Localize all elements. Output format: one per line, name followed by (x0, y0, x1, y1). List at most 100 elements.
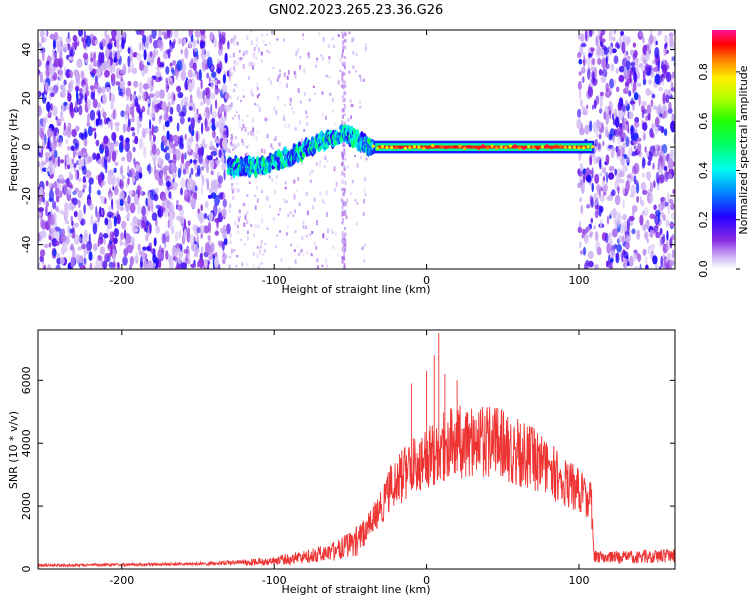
noise-blob (594, 204, 600, 210)
noise-blob (605, 113, 609, 126)
faint-noise (245, 262, 248, 268)
streak-noise (341, 171, 344, 176)
noise-blob (97, 211, 100, 223)
faint-noise (278, 141, 281, 146)
noise-blob (73, 162, 77, 169)
noise-blob (61, 184, 68, 195)
noise-blob (95, 205, 98, 218)
streak-noise (343, 254, 345, 258)
noise-blob (641, 110, 645, 119)
noise-blob (60, 234, 67, 242)
noise-blob (170, 99, 175, 105)
faint-noise (312, 85, 315, 88)
streak-noise (341, 53, 344, 58)
noise-blob (145, 127, 150, 135)
noise-blob (82, 176, 87, 183)
noise-blob (601, 57, 607, 69)
noise-blob (189, 234, 195, 245)
faint-noise (308, 98, 311, 102)
noise-blob (113, 40, 117, 48)
noise-blob (175, 247, 181, 253)
noise-blob (151, 124, 155, 136)
noise-blob (137, 202, 141, 215)
noise-blob (61, 245, 65, 256)
faint-noise (270, 143, 273, 148)
faint-noise (323, 165, 326, 168)
faint-noise (346, 165, 349, 169)
faint-noise (272, 216, 275, 221)
faint-noise (260, 51, 263, 56)
noise-blob (598, 108, 603, 114)
faint-noise (299, 100, 302, 104)
noise-blob (200, 30, 206, 36)
noise-blob (173, 30, 179, 39)
noise-blob (72, 190, 77, 196)
noise-blob (615, 254, 618, 263)
noise-blob (671, 113, 675, 122)
streak-noise (344, 180, 347, 185)
noise-blob (127, 55, 131, 68)
streak-noise (344, 91, 347, 95)
faint-noise (303, 92, 306, 97)
noise-blob (157, 39, 163, 49)
noise-blob (183, 249, 189, 254)
streak-noise (343, 188, 346, 193)
noise-blob (224, 52, 228, 64)
faint-noise (284, 181, 287, 185)
faint-noise (330, 228, 333, 233)
streak-noise (341, 61, 344, 65)
faint-noise (253, 46, 256, 52)
noise-blob (103, 236, 106, 246)
faint-noise (248, 181, 251, 184)
faint-noise (233, 43, 236, 46)
signal-blob (315, 142, 320, 148)
noise-blob (141, 205, 147, 217)
noise-blob (580, 43, 587, 48)
noise-blob (598, 133, 602, 140)
noise-blob (172, 134, 179, 142)
noise-blob (137, 94, 142, 101)
noise-blob (671, 234, 674, 241)
streak-noise (343, 46, 345, 49)
noise-blob (652, 60, 656, 64)
faint-noise (235, 144, 238, 149)
noise-blob (157, 249, 163, 260)
noise-blob (90, 85, 94, 91)
noise-blob (108, 193, 112, 200)
noise-blob (51, 182, 58, 189)
noise-blob (609, 258, 614, 263)
noise-blob (98, 51, 103, 64)
noise-blob (48, 147, 52, 152)
signal-peak (518, 146, 522, 150)
noise-blob (623, 154, 628, 159)
noise-blob (628, 215, 635, 222)
noise-blob (611, 228, 618, 238)
noise-blob (68, 56, 74, 61)
streak-noise (344, 45, 347, 49)
noise-blob (606, 215, 610, 225)
noise-blob (622, 34, 626, 44)
faint-noise (297, 47, 300, 53)
noise-blob (176, 204, 183, 211)
noise-blob (176, 59, 183, 72)
noise-blob (161, 31, 167, 36)
streak-noise (341, 210, 344, 213)
streak-noise (344, 247, 347, 252)
noise-blob (141, 127, 146, 139)
noise-blob (589, 120, 593, 132)
noise-blob (203, 96, 206, 105)
streak-noise (343, 263, 346, 268)
faint-noise (302, 37, 305, 41)
noise-blob (49, 61, 53, 70)
noise-blob (616, 148, 621, 157)
noise-blob (206, 163, 209, 174)
noise-blob (200, 166, 203, 179)
faint-noise (230, 136, 233, 141)
noise-blob (66, 126, 72, 138)
noise-blob (75, 70, 79, 78)
faint-noise (365, 157, 368, 161)
faint-noise (305, 110, 308, 115)
noise-blob (647, 160, 651, 166)
noise-blob (641, 156, 646, 169)
noise-blob (77, 199, 81, 209)
